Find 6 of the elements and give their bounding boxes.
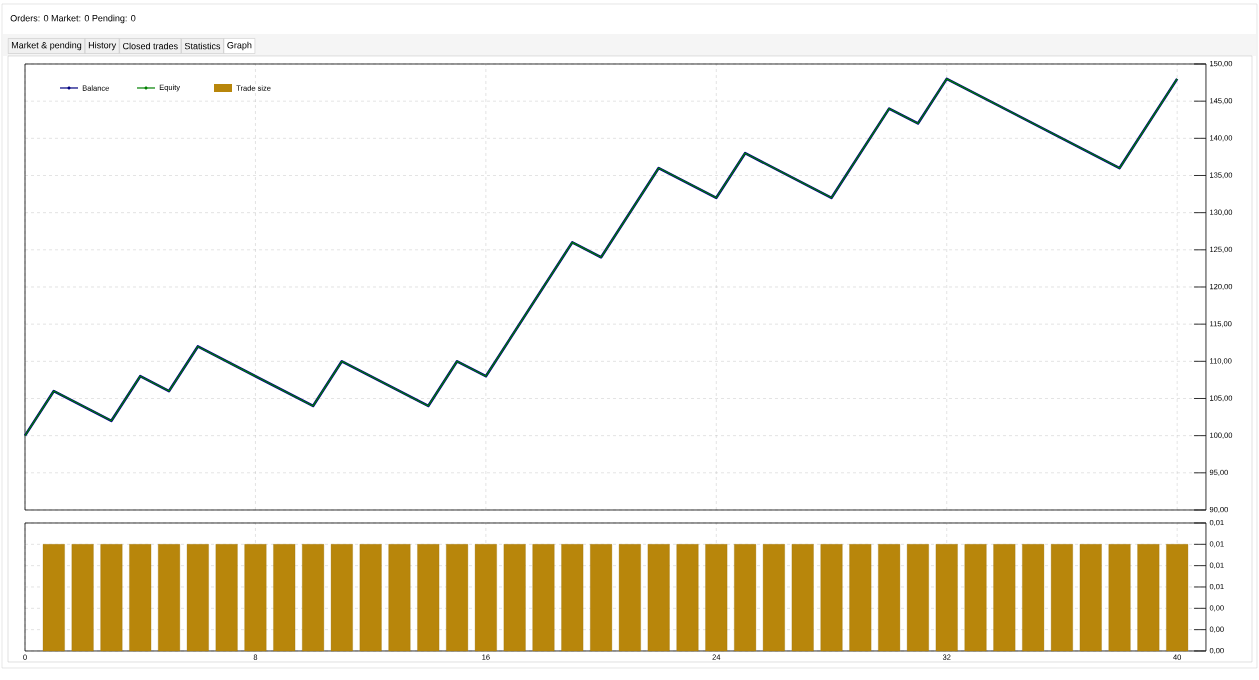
text: Statistics — [184, 42, 221, 50]
text: Closed trades — [123, 42, 178, 50]
text: Graph — [227, 41, 252, 51]
text: Market & pending — [11, 41, 82, 51]
text: History — [88, 41, 117, 51]
text: Orders: 0 Market: 0 Pending: 0 — [10, 14, 136, 24]
